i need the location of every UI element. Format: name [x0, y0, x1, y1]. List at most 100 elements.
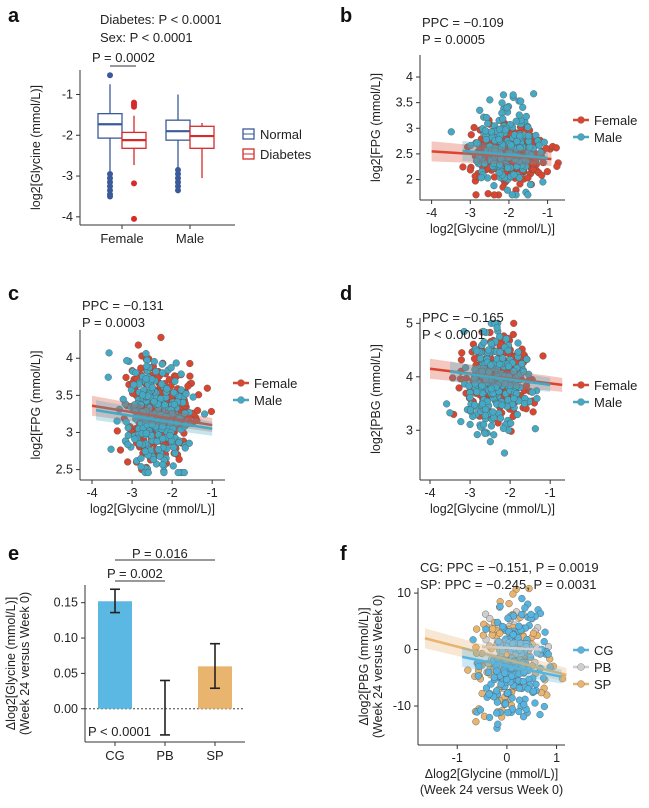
- data-point: [474, 672, 482, 680]
- data-point: [490, 191, 498, 199]
- data-point: [501, 700, 510, 708]
- data-point: [460, 327, 468, 336]
- stat-annotation: P = 0.0003: [82, 315, 145, 330]
- data-point: [443, 400, 451, 408]
- data-point: [502, 126, 510, 134]
- regression-line-male: [462, 149, 548, 160]
- legend-marker-male: [237, 396, 245, 404]
- x-axis-label: log2[Glycine (mmol/L)]: [430, 502, 555, 516]
- data-point: [142, 350, 150, 358]
- y-tick-label: 0.05: [54, 666, 78, 680]
- data-point: [470, 123, 478, 132]
- data-point: [503, 186, 512, 194]
- data-point: [502, 335, 510, 343]
- data-point: [520, 400, 529, 408]
- data-point: [493, 667, 501, 675]
- data-point: [539, 674, 548, 682]
- y-tick-label: -3: [62, 169, 73, 183]
- data-point: [516, 144, 524, 152]
- y-tick-label: 3.5: [396, 96, 413, 110]
- data-point: [517, 97, 525, 105]
- stat-annotation: PPC = −0.131: [82, 298, 164, 313]
- data-point: [477, 174, 485, 182]
- data-point: [483, 113, 491, 122]
- y-tick-label: 2.5: [396, 147, 413, 161]
- stat-annotation: P = 0.002: [107, 566, 163, 581]
- data-point: [495, 135, 503, 143]
- legend-label-female: Female: [594, 113, 637, 128]
- outlier: [131, 180, 137, 187]
- data-point: [528, 388, 536, 396]
- data-point: [177, 370, 185, 378]
- data-point: [510, 171, 518, 179]
- confidence-band: [450, 361, 551, 392]
- x-tick-label: -4: [86, 486, 97, 500]
- outlier: [107, 72, 113, 79]
- x-tick-label: -1: [452, 751, 463, 765]
- x-axis-label: (Week 24 versus Week 0): [420, 783, 563, 797]
- stat-annotation: SP: PPC = −0.245, P = 0.0031: [420, 577, 596, 592]
- data-point: [138, 391, 147, 399]
- data-point: [169, 462, 177, 470]
- data-point: [159, 369, 167, 377]
- data-point: [513, 137, 521, 145]
- x-tick-label: -3: [465, 206, 476, 220]
- data-point: [137, 454, 145, 462]
- data-point: [130, 381, 138, 389]
- data-point: [515, 696, 524, 704]
- data-point: [472, 157, 481, 165]
- data-point: [476, 706, 485, 714]
- data-point: [488, 631, 496, 639]
- data-point: [510, 367, 518, 375]
- data-point: [124, 424, 132, 432]
- bar: [98, 601, 132, 709]
- data-point: [482, 135, 490, 144]
- panel-label: e: [8, 543, 19, 565]
- data-point: [158, 360, 166, 368]
- outlier: [107, 193, 113, 200]
- x-tick-label: SP: [206, 748, 223, 763]
- bar-cg: [98, 588, 132, 709]
- data-point: [518, 594, 526, 603]
- data-point: [507, 419, 515, 427]
- stat-annotation: PPC = −0.165: [422, 310, 504, 325]
- data-point: [544, 650, 552, 658]
- data-point: [148, 383, 156, 392]
- data-point: [475, 662, 483, 671]
- data-point: [487, 385, 495, 393]
- data-point: [519, 713, 528, 721]
- data-point: [497, 414, 505, 422]
- confidence-band: [96, 400, 213, 436]
- data-point: [172, 359, 180, 367]
- data-point: [473, 139, 481, 147]
- y-axis-label: log2[Glycine (mmol/L)]: [29, 85, 43, 210]
- data-point: [107, 445, 115, 453]
- stat-annotation: P = 0.0002: [92, 50, 155, 65]
- data-point: [486, 614, 494, 623]
- stat-annotation: P = 0.0005: [422, 32, 485, 47]
- data-point: [489, 625, 497, 633]
- legend-marker-pb: [577, 663, 585, 671]
- data-point: [174, 468, 182, 477]
- data-point: [486, 438, 494, 446]
- data-point: [531, 699, 539, 707]
- data-point: [186, 359, 194, 368]
- data-point: [170, 400, 179, 409]
- data-point: [462, 364, 470, 372]
- regression-line-female: [91, 404, 213, 427]
- data-point: [553, 162, 561, 170]
- data-point: [500, 449, 509, 457]
- panel-label: f: [340, 543, 347, 565]
- data-point: [170, 443, 178, 452]
- x-tick-label: -1: [542, 206, 553, 220]
- x-tick-label: -2: [503, 206, 514, 220]
- data-point: [524, 123, 532, 131]
- data-point: [504, 689, 512, 697]
- stat-annotation: Diabetes: P < 0.0001: [100, 12, 222, 27]
- data-point: [484, 346, 493, 354]
- data-point: [119, 395, 127, 403]
- data-point: [157, 333, 165, 342]
- y-axis-label: Δlog2[Glycine (mmol/L)]: [4, 597, 18, 730]
- outlier: [131, 215, 137, 222]
- data-point: [158, 380, 166, 388]
